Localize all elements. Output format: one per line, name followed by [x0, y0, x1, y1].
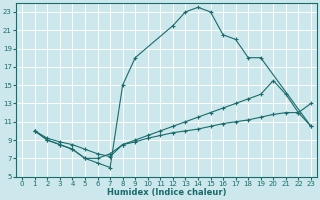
X-axis label: Humidex (Indice chaleur): Humidex (Indice chaleur): [107, 188, 226, 197]
